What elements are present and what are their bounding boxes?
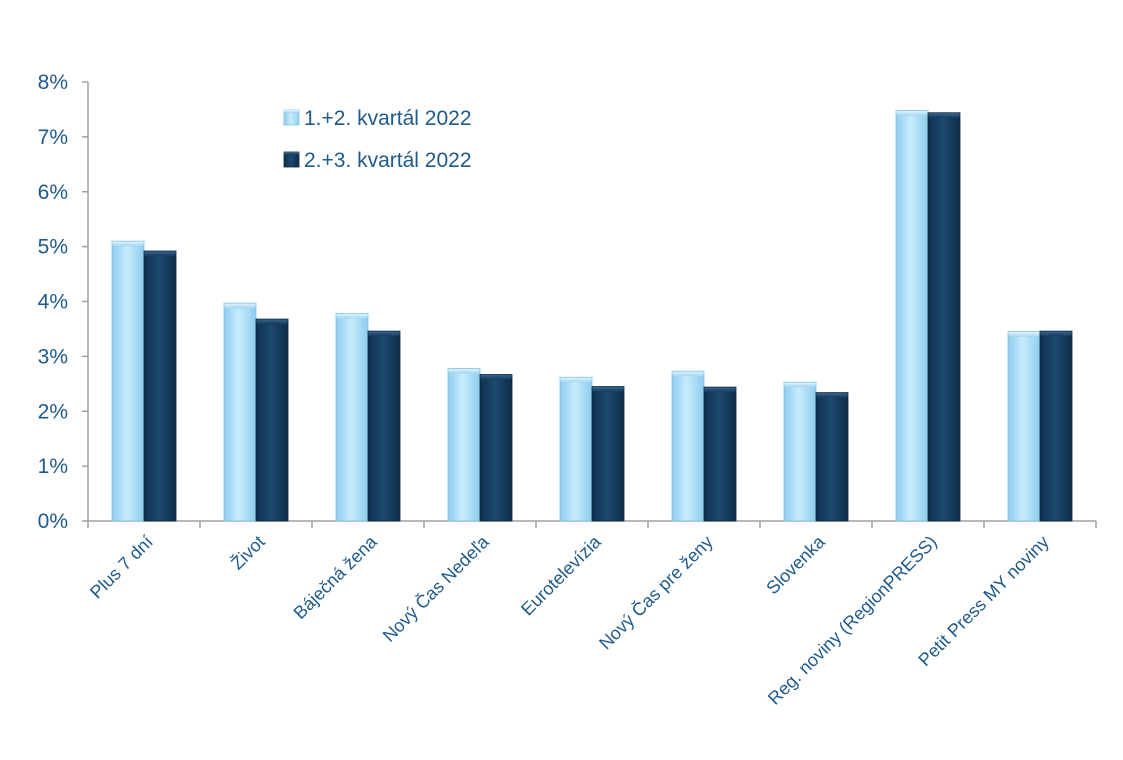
bar-body <box>816 392 848 521</box>
bar-outline <box>255 318 289 522</box>
bar-cap <box>672 371 704 377</box>
bar-cap <box>816 392 848 398</box>
bar-body <box>480 374 512 521</box>
bar-body <box>928 112 960 521</box>
x-tick-label: Život <box>227 532 269 574</box>
bar-cap <box>256 319 288 325</box>
y-tick-label: 7% <box>38 126 68 149</box>
bar-outline <box>591 386 625 522</box>
bar <box>783 381 817 522</box>
bar-outline <box>703 386 737 522</box>
legend-item: 1.+2. kvartál 2022 <box>283 107 472 130</box>
bar <box>591 386 625 522</box>
bars <box>111 110 1073 522</box>
y-tick-label: 1% <box>38 455 68 478</box>
x-axis <box>87 520 1097 528</box>
bar-outline <box>143 250 177 522</box>
x-tick-label: Báječná žena <box>290 531 382 623</box>
bar-cap <box>928 112 960 118</box>
x-tick-label: Slovenka <box>762 531 829 598</box>
bar-outline <box>367 330 401 522</box>
bar-body <box>336 313 368 521</box>
bar <box>1007 331 1041 522</box>
bar-body <box>256 319 288 521</box>
bar-body <box>896 110 928 521</box>
bar <box>895 110 929 522</box>
bar-cap <box>368 331 400 337</box>
bar-body <box>1040 331 1072 521</box>
x-tick-label: Eurotelevízia <box>517 531 605 619</box>
bar <box>1039 330 1073 522</box>
x-tick-label: Plus 7 dní <box>86 532 157 603</box>
x-tick-label: Petit Press MY noviny <box>914 532 1052 670</box>
bar-body <box>560 377 592 521</box>
bar-cap <box>704 387 736 393</box>
bar-cap <box>224 303 256 309</box>
bar-body <box>224 303 256 521</box>
bar <box>927 112 961 522</box>
legend-item: 2.+3. kvartál 2022 <box>283 149 472 172</box>
y-axis: 0% 1% 2% 3% 4% 5% 6% 7% 8% <box>38 71 89 533</box>
bar-cap <box>560 377 592 383</box>
bar-cap <box>448 368 480 374</box>
bar <box>815 392 849 522</box>
bar-body <box>784 382 816 521</box>
bar <box>223 302 257 522</box>
bar <box>255 318 289 522</box>
bar-outline <box>479 374 513 522</box>
bar-body <box>112 241 144 521</box>
bar-body <box>592 386 624 521</box>
bar-cap <box>336 313 368 319</box>
x-tick-label: Nový Čas Nedeľa <box>378 530 493 645</box>
bar-cap <box>1040 331 1072 337</box>
bar <box>447 368 481 522</box>
y-tick-label: 5% <box>38 236 68 259</box>
y-tick-label: 2% <box>38 400 68 423</box>
y-tick-label: 0% <box>38 510 68 533</box>
bar <box>559 376 593 522</box>
y-tick-label: 6% <box>38 181 68 204</box>
bar <box>703 386 737 522</box>
bar-cap <box>112 241 144 247</box>
bar-cap <box>480 374 512 380</box>
bar-cap <box>144 251 176 257</box>
bar <box>111 240 145 522</box>
legend-label: 1.+2. kvartál 2022 <box>304 107 472 130</box>
bar <box>367 330 401 522</box>
bar <box>335 313 369 522</box>
y-tick-label: 3% <box>38 345 68 368</box>
legend-label: 2.+3. kvartál 2022 <box>304 149 472 172</box>
bar-cap <box>1008 331 1040 337</box>
y-tick-label: 8% <box>38 71 68 94</box>
legend-swatch-cap <box>284 152 299 155</box>
bar-body <box>144 251 176 521</box>
bar <box>479 374 513 522</box>
bar-body <box>1008 331 1040 521</box>
bar-cap <box>896 110 928 116</box>
bar-outline <box>815 392 849 522</box>
bar <box>143 250 177 522</box>
bar-body <box>672 371 704 521</box>
bar-body <box>448 368 480 521</box>
bar-outline <box>927 112 961 522</box>
legend-swatch-cap <box>284 110 299 113</box>
bar-cap <box>784 382 816 388</box>
bar-cap <box>592 386 624 392</box>
bar <box>671 370 705 522</box>
bar-outline <box>1039 330 1073 522</box>
x-tick-label: Nový Čas pre ženy <box>594 531 716 653</box>
bar-body <box>368 331 400 521</box>
legend: 1.+2. kvartál 2022 2.+3. kvartál 2022 <box>283 107 472 172</box>
y-tick-label: 4% <box>38 291 68 314</box>
bar-body <box>704 387 736 521</box>
